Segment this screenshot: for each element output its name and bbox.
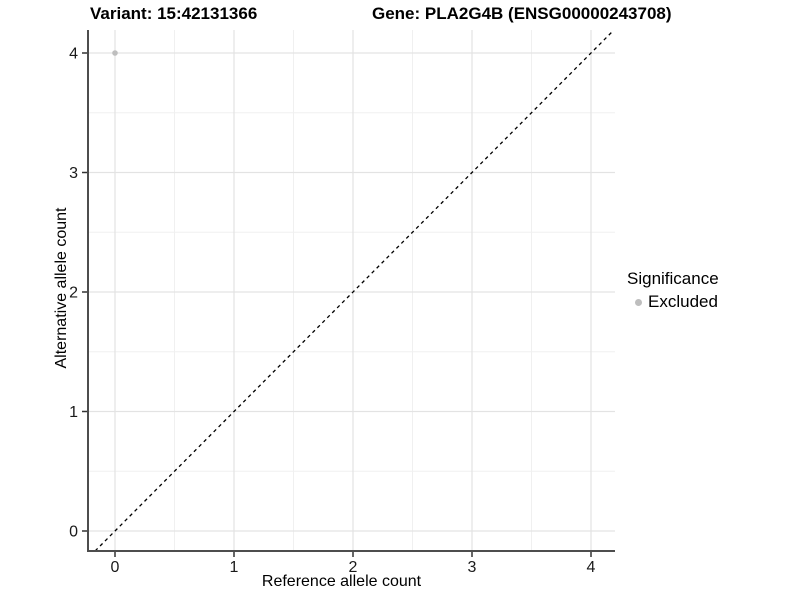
- x-tick-label: 3: [468, 559, 477, 576]
- excluded-marker-icon: [635, 298, 642, 306]
- x-axis-title: Reference allele count: [261, 573, 422, 590]
- legend-title: Significance: [627, 269, 719, 288]
- x-tick-label: 0: [111, 559, 120, 576]
- legend-entry-excluded: Excluded: [627, 292, 719, 312]
- identity-reference-line: [94, 29, 615, 552]
- y-tick-label: 4: [69, 46, 78, 63]
- y-tick-label: 2: [69, 285, 78, 302]
- y-tick-label: 0: [69, 524, 78, 541]
- y-tick-label: 1: [69, 404, 78, 421]
- variant-title: Variant: 15:42131366: [90, 4, 258, 23]
- x-tick-label: 1: [230, 559, 239, 576]
- legend-entry-label: Excluded: [648, 292, 718, 311]
- gene-title: Gene: PLA2G4B (ENSG00000243708): [372, 4, 672, 23]
- x-tick-label: 2: [349, 559, 358, 576]
- x-tick-label: 4: [587, 559, 596, 576]
- y-tick-label: 3: [69, 165, 78, 182]
- y-axis-title: Alternative allele count: [53, 207, 70, 369]
- legend: Significance Excluded: [627, 269, 719, 312]
- data-point-excluded: [112, 50, 118, 56]
